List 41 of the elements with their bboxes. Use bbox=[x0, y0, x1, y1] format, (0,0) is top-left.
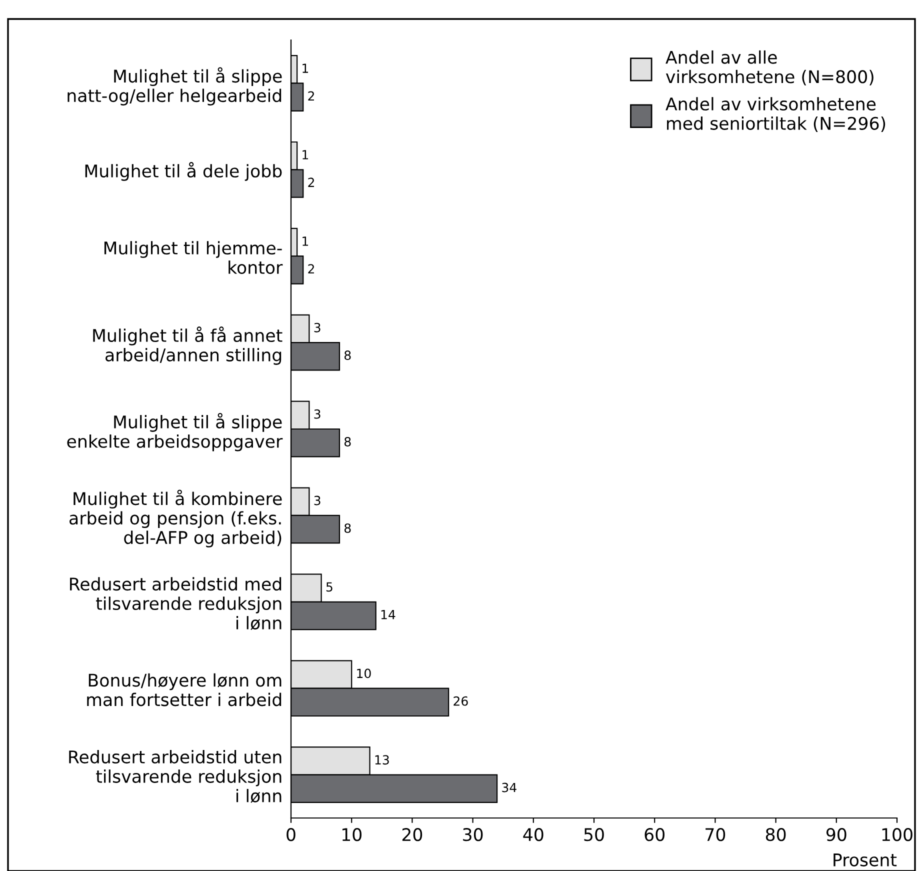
x-tick-label: 20 bbox=[402, 828, 422, 842]
x-tick-label: 30 bbox=[463, 828, 483, 842]
x-tick-label: 70 bbox=[706, 828, 726, 842]
y-tick-label: Mulighet til å kombinere arbeid og pensjon (f.eks. del-AFP og arbeid) bbox=[70, 490, 282, 548]
y-tick-label: Mulighet til å slippe natt-og/eller helgearbeid bbox=[68, 67, 282, 106]
y-tick-label: Mulighet til å få annet arbeid/annen stilling bbox=[93, 326, 282, 365]
data-label: 1 bbox=[302, 150, 308, 160]
data-label: 14 bbox=[381, 610, 396, 620]
y-tick-label: Redusert arbeidstid uten tilsvarende reduksjon i lønn bbox=[69, 750, 282, 803]
data-label: 3 bbox=[314, 409, 320, 419]
data-label: 1 bbox=[302, 236, 308, 246]
x-tick-label: 80 bbox=[766, 828, 786, 842]
data-label: 8 bbox=[344, 350, 351, 360]
x-tick-label: 90 bbox=[826, 828, 846, 842]
x-tick-label: 50 bbox=[584, 828, 604, 842]
data-label: 26 bbox=[454, 696, 468, 706]
x-tick-label: 100 bbox=[882, 828, 912, 842]
data-label: 8 bbox=[344, 523, 351, 533]
data-label: 10 bbox=[357, 668, 371, 678]
y-tick-label: Mulighet til hjemme- kontor bbox=[104, 241, 283, 274]
data-label: 5 bbox=[326, 582, 332, 592]
data-label: 2 bbox=[308, 178, 314, 187]
data-label: 2 bbox=[308, 264, 314, 274]
x-tick-label: 40 bbox=[523, 828, 544, 842]
legend-label: Andel av alle virksomhetene (N=800) bbox=[666, 50, 874, 86]
data-label: 3 bbox=[314, 322, 320, 332]
data-label: 1 bbox=[302, 64, 308, 73]
x-tick-label: 0 bbox=[286, 828, 296, 842]
y-tick-label: Mulighet til å slippe enkelte arbeidsoppgaver bbox=[67, 412, 283, 452]
y-tick-label: Redusert arbeidstid med tilsvarende reduksjon i lønn bbox=[70, 577, 282, 630]
x-tick-label: 10 bbox=[342, 828, 362, 842]
x-axis-title: Prosent bbox=[834, 854, 897, 866]
data-label: 2 bbox=[308, 91, 314, 101]
data-label: 8 bbox=[344, 437, 351, 446]
y-tick-label: Bonus/høyere lønn om man fortsetter i arbeid bbox=[87, 673, 282, 706]
y-tick-label: Mulighet til å dele jobb bbox=[85, 162, 282, 181]
legend-label: Andel av virksomhetene med seniortiltak (N=296) bbox=[666, 97, 886, 132]
data-label: 13 bbox=[375, 755, 389, 765]
data-label: 34 bbox=[502, 782, 516, 792]
x-tick-label: 60 bbox=[644, 828, 664, 842]
data-label: 3 bbox=[314, 496, 320, 506]
